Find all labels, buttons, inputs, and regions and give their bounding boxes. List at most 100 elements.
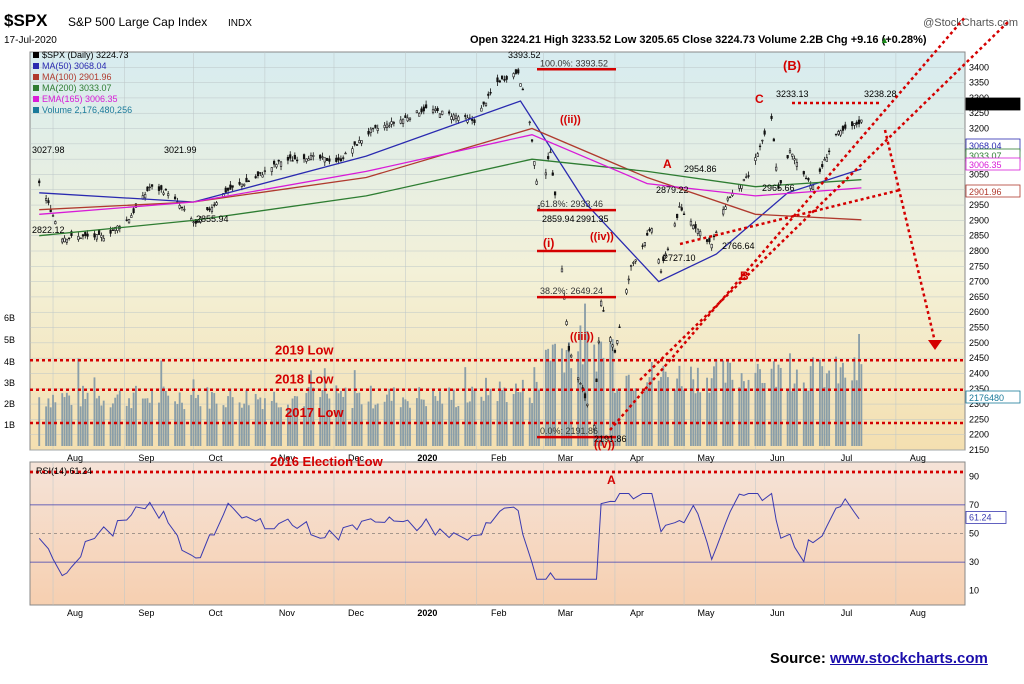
price-tick-label: 3400 <box>969 62 989 72</box>
volume-bar <box>82 385 84 446</box>
volume-bar <box>190 394 193 446</box>
price-tag <box>965 390 1021 404</box>
candle-body <box>323 157 326 163</box>
volume-bar <box>544 349 547 446</box>
candle-body <box>247 180 250 183</box>
volume-bar <box>45 406 48 446</box>
volume-bar <box>726 361 729 446</box>
candle-body <box>530 139 534 142</box>
volume-bar <box>38 397 41 446</box>
volume-bar <box>425 406 428 446</box>
volume-bar <box>181 402 183 446</box>
volume-bar <box>745 390 748 446</box>
x-tick-label: Aug <box>67 453 83 463</box>
source-link[interactable]: www.stockcharts.com <box>830 650 988 667</box>
stock-chart: $SPX S&P 500 Large Cap Index INDX 17-Jul-20… <box>4 11 1021 618</box>
candle-body <box>779 180 782 184</box>
volume-bar <box>130 408 133 446</box>
volume-bar <box>261 409 264 446</box>
candle-body <box>134 203 138 208</box>
volume-bar <box>747 379 750 446</box>
trend-line <box>679 188 901 246</box>
candle-body <box>291 160 294 162</box>
price-tick-label: 2400 <box>969 368 989 378</box>
volume-bar <box>646 382 649 446</box>
candle-body <box>629 265 633 267</box>
candle-body <box>77 236 80 240</box>
legend-entry: $SPX (Daily) 3224.73 <box>42 50 129 60</box>
volume-axis-label: 3B <box>4 378 15 388</box>
candle-body <box>114 227 117 231</box>
header-brand: @StockCharts.com <box>923 17 1018 29</box>
volume-bar <box>213 393 216 446</box>
price-tick-label: 2200 <box>969 430 989 440</box>
x-tick-label: Aug <box>910 453 926 463</box>
rsi-label: RSI(14) 61.24 <box>36 466 92 476</box>
fib-label: 0.0%: 2191.86 <box>540 426 598 436</box>
rsi-tick-label: 10 <box>969 586 979 596</box>
price-tick-label: 2600 <box>969 307 989 317</box>
volume-bar <box>600 341 603 446</box>
volume-bar <box>337 393 340 446</box>
candle-body <box>307 158 310 161</box>
price-tick-label: 3350 <box>969 78 989 88</box>
volume-bar <box>52 394 54 446</box>
volume-bar <box>515 383 517 446</box>
volume-bar <box>482 400 485 446</box>
candle-body <box>243 183 246 186</box>
volume-bar <box>211 391 213 446</box>
price-annotation: 3027.98 <box>32 145 65 155</box>
candle-body <box>392 122 395 124</box>
candle-body <box>533 161 536 166</box>
candle-body <box>286 157 290 161</box>
volume-bar <box>118 390 121 446</box>
volume-bar <box>388 388 391 446</box>
volume-bar <box>593 344 596 446</box>
candle-body <box>834 133 838 136</box>
candle-body <box>254 176 257 179</box>
candle-body <box>132 208 135 214</box>
volume-bar <box>807 390 810 446</box>
volume-bar <box>259 397 262 446</box>
price-annotation: 2965.66 <box>762 183 795 193</box>
price-tick-label: 2650 <box>969 292 989 302</box>
volume-bar <box>224 407 227 446</box>
volume-bar <box>791 391 794 446</box>
candle-body <box>312 155 315 157</box>
volume-axis-label: 2B <box>4 399 15 409</box>
candle-body <box>517 69 520 74</box>
rsi-tick-label: 50 <box>969 529 979 539</box>
candle-body <box>355 144 359 146</box>
price-tick-label: 3050 <box>969 169 989 179</box>
price-tick-label: 2700 <box>969 277 989 287</box>
candle-body <box>109 229 112 234</box>
candle-body <box>51 215 55 217</box>
volume-bar <box>839 367 842 446</box>
volume-bar <box>694 393 697 446</box>
candle-body <box>712 235 716 238</box>
volume-bar <box>86 392 89 446</box>
legend-entry: Volume 2,176,480,256 <box>42 105 132 115</box>
volume-bar <box>503 387 506 446</box>
price-tag-label: 3033.07 <box>969 151 1002 161</box>
candle-body <box>351 148 354 154</box>
price-tag-label: 3068.04 <box>969 141 1002 151</box>
rsi-x-tick-label: Aug <box>67 608 83 618</box>
volume-bar <box>823 386 826 446</box>
candle-body <box>648 228 651 231</box>
wave-label: (i) <box>543 236 554 250</box>
volume-bar <box>369 385 372 446</box>
volume-bar <box>183 409 186 446</box>
candle-body <box>194 219 197 224</box>
price-tick-label: 2900 <box>969 215 989 225</box>
candle-body <box>270 167 273 172</box>
candle-body <box>560 268 564 273</box>
candle-body <box>372 127 375 130</box>
candle-body <box>418 113 421 117</box>
volume-bar <box>158 402 160 446</box>
fib-label: 100.0%: 3393.52 <box>540 58 608 68</box>
volume-bar <box>422 399 425 446</box>
candle-body <box>705 239 709 242</box>
volume-bar <box>772 361 775 446</box>
volume-bar <box>273 391 276 446</box>
